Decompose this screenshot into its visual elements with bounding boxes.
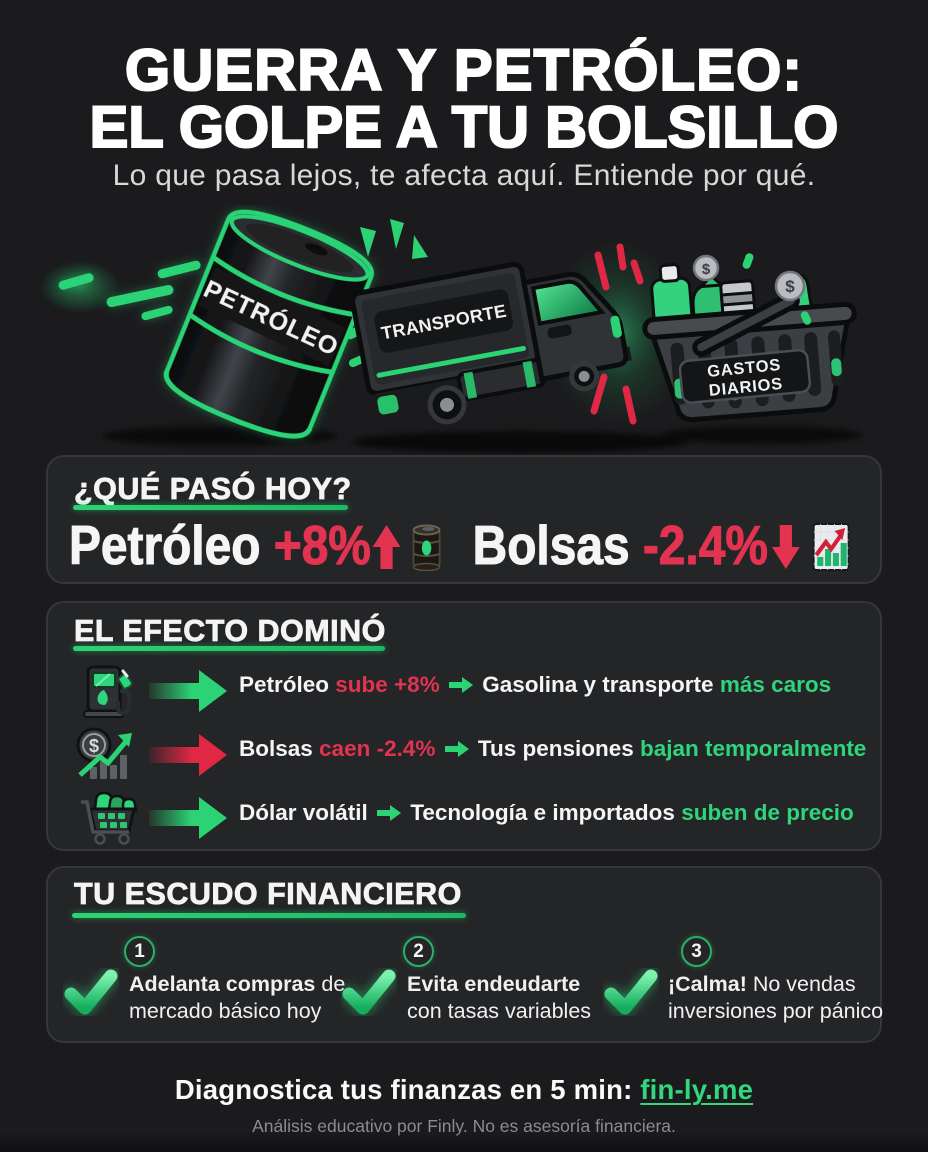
svg-text:$: $	[89, 736, 99, 756]
svg-text:$: $	[702, 261, 711, 278]
svg-text:$: $	[785, 277, 795, 296]
